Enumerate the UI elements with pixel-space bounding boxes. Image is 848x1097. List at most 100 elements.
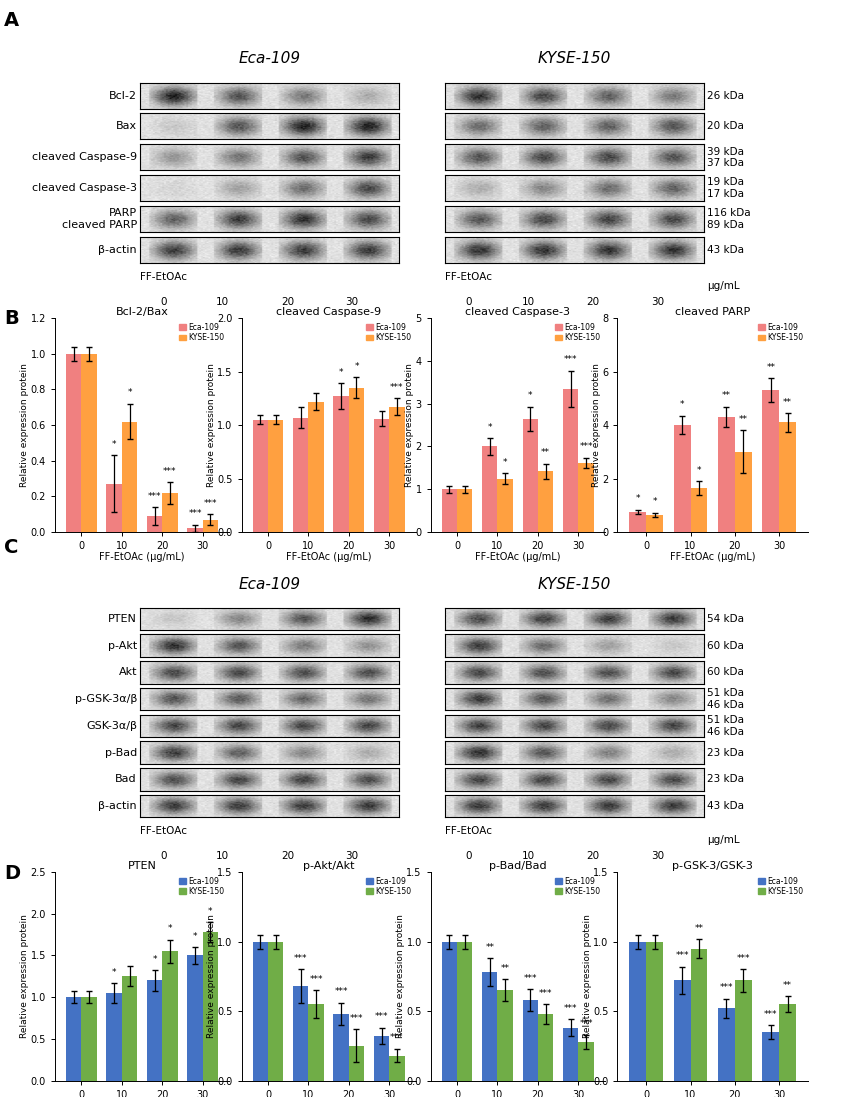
Y-axis label: Relative expression protein: Relative expression protein <box>207 363 216 487</box>
Bar <box>735 981 752 1081</box>
Title: p-GSK-3/GSK-3: p-GSK-3/GSK-3 <box>672 861 753 871</box>
Text: *: * <box>652 497 657 506</box>
Legend: Eca-109, KYSE-150: Eca-109, KYSE-150 <box>554 321 600 342</box>
Text: *: * <box>697 466 701 475</box>
Legend: Eca-109, KYSE-150: Eca-109, KYSE-150 <box>178 875 225 896</box>
Text: cleaved Caspase-9: cleaved Caspase-9 <box>32 152 137 162</box>
Text: *: * <box>168 925 172 934</box>
Bar <box>673 425 690 532</box>
Text: **: ** <box>784 397 792 407</box>
Text: μg/mL: μg/mL <box>707 835 739 846</box>
Text: **: ** <box>485 943 494 952</box>
Text: *: * <box>153 955 157 964</box>
Y-axis label: Relative expression protein: Relative expression protein <box>583 915 592 1038</box>
Bar <box>66 353 81 532</box>
Bar <box>162 951 177 1081</box>
Text: Eca-109: Eca-109 <box>238 577 300 592</box>
Text: ***: *** <box>148 491 161 500</box>
Y-axis label: Relative expression protein: Relative expression protein <box>20 915 29 1038</box>
Text: 20: 20 <box>281 851 294 861</box>
Text: **: ** <box>739 415 748 425</box>
Text: *: * <box>339 367 343 377</box>
Bar <box>333 396 349 532</box>
Text: 30: 30 <box>345 297 359 307</box>
Text: PTEN: PTEN <box>108 614 137 624</box>
Title: p-Akt/Akt: p-Akt/Akt <box>303 861 354 871</box>
Y-axis label: Relative expression protein: Relative expression protein <box>207 915 216 1038</box>
Bar <box>762 391 779 532</box>
Text: A: A <box>4 11 20 30</box>
Text: ***: *** <box>564 355 577 364</box>
Bar <box>147 981 162 1081</box>
Text: Bcl-2: Bcl-2 <box>109 91 137 101</box>
Text: 0: 0 <box>160 297 166 307</box>
Text: *: * <box>503 459 507 467</box>
Text: Akt: Akt <box>119 667 137 677</box>
Text: KYSE-150: KYSE-150 <box>538 577 611 592</box>
Text: β-actin: β-actin <box>98 245 137 255</box>
Text: ***: *** <box>390 1033 404 1042</box>
Text: 0: 0 <box>160 851 166 861</box>
Bar <box>538 1014 553 1081</box>
Bar <box>629 941 646 1081</box>
Title: cleaved Caspase-9: cleaved Caspase-9 <box>276 307 381 317</box>
Legend: Eca-109, KYSE-150: Eca-109, KYSE-150 <box>554 875 600 896</box>
Bar <box>690 488 707 532</box>
Bar <box>293 418 309 532</box>
Text: 10: 10 <box>522 851 534 861</box>
Bar <box>563 1028 578 1081</box>
Text: 43 kDa: 43 kDa <box>707 245 744 255</box>
Bar <box>718 1008 735 1081</box>
Text: 60 kDa: 60 kDa <box>707 641 744 651</box>
Text: β-actin: β-actin <box>98 801 137 811</box>
Bar <box>81 997 97 1081</box>
Text: *: * <box>208 907 213 916</box>
X-axis label: FF-EtOAc (μg/mL): FF-EtOAc (μg/mL) <box>475 553 561 563</box>
Text: KYSE-150: KYSE-150 <box>538 52 611 67</box>
Text: p-GSK-3α/β: p-GSK-3α/β <box>75 694 137 704</box>
Legend: Eca-109, KYSE-150: Eca-109, KYSE-150 <box>365 321 411 342</box>
Text: **: ** <box>767 363 775 372</box>
Text: FF-EtOAc: FF-EtOAc <box>445 826 492 836</box>
Text: p-Akt: p-Akt <box>108 641 137 651</box>
Text: **: ** <box>695 924 704 932</box>
Bar <box>374 1036 389 1081</box>
X-axis label: FF-EtOAc (μg/mL): FF-EtOAc (μg/mL) <box>670 553 756 563</box>
Title: p-Bad/Bad: p-Bad/Bad <box>489 861 546 871</box>
Title: Bcl-2/Bax: Bcl-2/Bax <box>115 307 169 317</box>
Text: *: * <box>528 392 533 400</box>
Bar <box>349 1045 364 1081</box>
Bar <box>253 941 268 1081</box>
Text: **: ** <box>722 392 731 400</box>
Bar <box>309 402 324 532</box>
Text: Bad: Bad <box>115 774 137 784</box>
Text: FF-EtOAc: FF-EtOAc <box>140 826 187 836</box>
Text: *: * <box>680 400 684 409</box>
Y-axis label: Relative expression protein: Relative expression protein <box>396 915 405 1038</box>
Bar <box>690 949 707 1081</box>
Text: ***: *** <box>764 1009 778 1019</box>
Text: 20: 20 <box>586 851 600 861</box>
Text: ***: *** <box>579 1019 593 1029</box>
Bar <box>762 1032 779 1081</box>
Bar <box>522 419 538 532</box>
Bar <box>268 420 283 532</box>
Bar <box>522 1000 538 1081</box>
Bar <box>483 446 498 532</box>
Text: **: ** <box>541 449 550 457</box>
Text: ***: *** <box>334 987 348 996</box>
Bar <box>457 941 472 1081</box>
Text: 20: 20 <box>281 297 294 307</box>
Bar <box>203 520 218 532</box>
Text: Eca-109: Eca-109 <box>238 52 300 67</box>
Text: p-Bad: p-Bad <box>105 748 137 758</box>
Bar <box>122 421 137 532</box>
Text: ***: *** <box>737 954 750 963</box>
Text: 30: 30 <box>650 297 664 307</box>
Bar <box>779 1004 796 1081</box>
Text: PARP
cleaved PARP: PARP cleaved PARP <box>62 208 137 230</box>
X-axis label: FF-EtOAc (μg/mL): FF-EtOAc (μg/mL) <box>286 553 371 563</box>
Bar <box>389 1055 404 1081</box>
Bar <box>122 976 137 1081</box>
Text: ***: *** <box>375 1013 388 1021</box>
